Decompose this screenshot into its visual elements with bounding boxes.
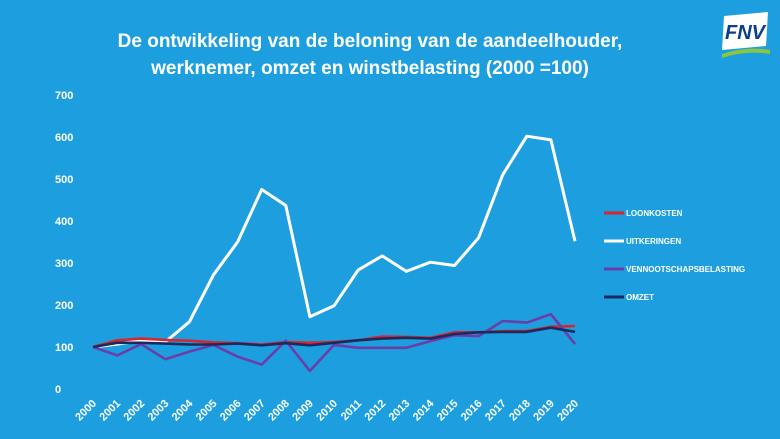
x-tick-label: 2012 (363, 398, 389, 424)
legend: LOONKOSTEN UITKERINGEN VENNOOTSCHAPSBELAST… (604, 209, 745, 302)
x-tick-label: 2005 (194, 398, 220, 424)
fnv-logo: FNV (722, 12, 770, 58)
x-tick-label: 2004 (170, 397, 196, 423)
x-tick-label: 2000 (73, 398, 99, 424)
x-tick-label: 2020 (555, 398, 581, 424)
x-tick-label: 2009 (290, 398, 316, 424)
x-tick-label: 2018 (507, 398, 533, 424)
legend-label: UITKERINGEN (626, 237, 681, 246)
y-tick-label: 0 (55, 384, 61, 396)
legend-label: LOONKOSTEN (626, 209, 683, 218)
x-tick-label: 2008 (266, 398, 292, 424)
y-axis-ticks: 0 100 200 300 400 500 600 700 (55, 90, 73, 396)
x-tick-label: 2003 (146, 398, 172, 424)
x-tick-label: 2017 (483, 398, 509, 424)
legend-label: OMZET (626, 293, 654, 302)
x-axis-ticks: 2000200120022003200420052006200720082009… (73, 397, 581, 423)
x-tick-label: 2015 (435, 398, 461, 424)
y-tick-label: 500 (55, 174, 73, 186)
y-tick-label: 100 (55, 342, 73, 354)
series-line-uitkeringen (92, 134, 577, 349)
y-tick-label: 300 (55, 258, 73, 270)
chart-title: De ontwikkeling van de beloning van de a… (70, 28, 670, 82)
series-lines (92, 134, 577, 373)
y-tick-label: 700 (55, 90, 73, 102)
chart-title-line-1: De ontwikkeling van de beloning van de a… (117, 31, 623, 52)
x-tick-label: 2006 (218, 398, 244, 424)
x-tick-label: 2019 (531, 398, 557, 424)
fnv-logo-swoosh-green (722, 48, 770, 58)
series-line-vennootschapsbelasting (92, 312, 577, 373)
series-line-omzet (92, 326, 576, 349)
y-tick-label: 400 (55, 216, 73, 228)
x-tick-label: 2011 (339, 398, 364, 423)
x-tick-label: 2016 (459, 398, 485, 424)
fnv-logo-text: FNV (725, 22, 767, 44)
y-tick-label: 200 (55, 300, 73, 312)
fnv-logo-flag (722, 12, 768, 50)
x-tick-label: 2010 (314, 398, 340, 424)
chart-title-line-2: werknemer, omzet en winstbelasting (2000… (151, 58, 589, 79)
x-tick-label: 2013 (387, 398, 413, 424)
x-tick-label: 2001 (97, 398, 123, 424)
x-tick-label: 2007 (242, 398, 268, 424)
x-tick-label: 2002 (122, 398, 148, 424)
x-tick-label: 2014 (411, 397, 437, 423)
legend-label: VENNOOTSCHAPSBELASTING (626, 265, 745, 274)
y-tick-label: 600 (55, 132, 73, 144)
